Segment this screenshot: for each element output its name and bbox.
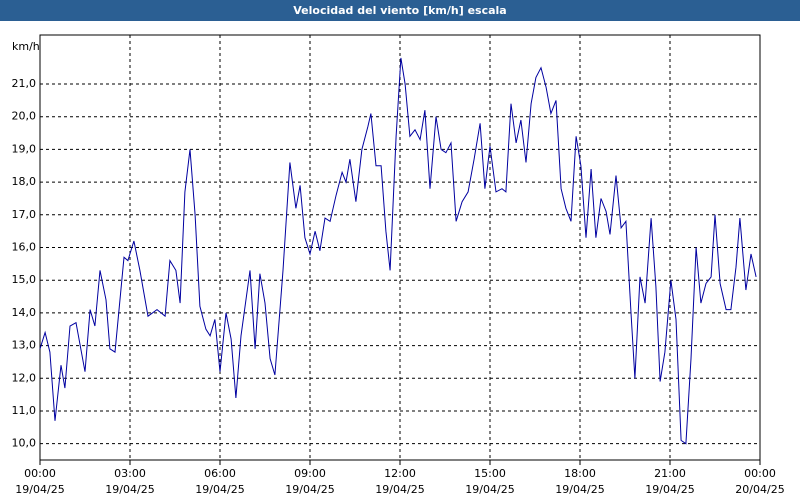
y-tick-label: 14,0 <box>12 306 37 319</box>
y-tick-label: 19,0 <box>12 142 37 155</box>
y-tick-label: 10,0 <box>12 437 37 450</box>
x-tick-label: 03:00 19/04/25 <box>105 467 155 496</box>
x-tick-label: 12:00 19/04/25 <box>375 467 425 496</box>
x-tick-label: 00:00 20/04/25 <box>735 467 785 496</box>
line-series <box>39 57 757 445</box>
chart-title: Velocidad del viento [km/h] escala <box>0 0 800 21</box>
y-tick-label: 21,0 <box>12 77 37 90</box>
x-tick-label: 15:00 19/04/25 <box>465 467 515 496</box>
y-tick-label: 13,0 <box>12 339 37 352</box>
y-axis-label: km/h <box>12 40 40 53</box>
y-tick-label: 18,0 <box>12 175 37 188</box>
x-tick-label: 06:00 19/04/25 <box>195 467 245 496</box>
y-tick-label: 12,0 <box>12 371 37 384</box>
y-tick-label: 20,0 <box>12 110 37 123</box>
x-tick-label: 18:00 19/04/25 <box>555 467 605 496</box>
x-tick-label: 09:00 19/04/25 <box>285 467 335 496</box>
y-tick-label: 15,0 <box>12 273 37 286</box>
x-tick-label: 00:00 19/04/25 <box>15 467 65 496</box>
x-tick-label: 21:00 19/04/25 <box>645 467 695 496</box>
y-tick-label: 17,0 <box>12 208 37 221</box>
y-tick-label: 11,0 <box>12 404 37 417</box>
y-tick-label: 16,0 <box>12 241 37 254</box>
